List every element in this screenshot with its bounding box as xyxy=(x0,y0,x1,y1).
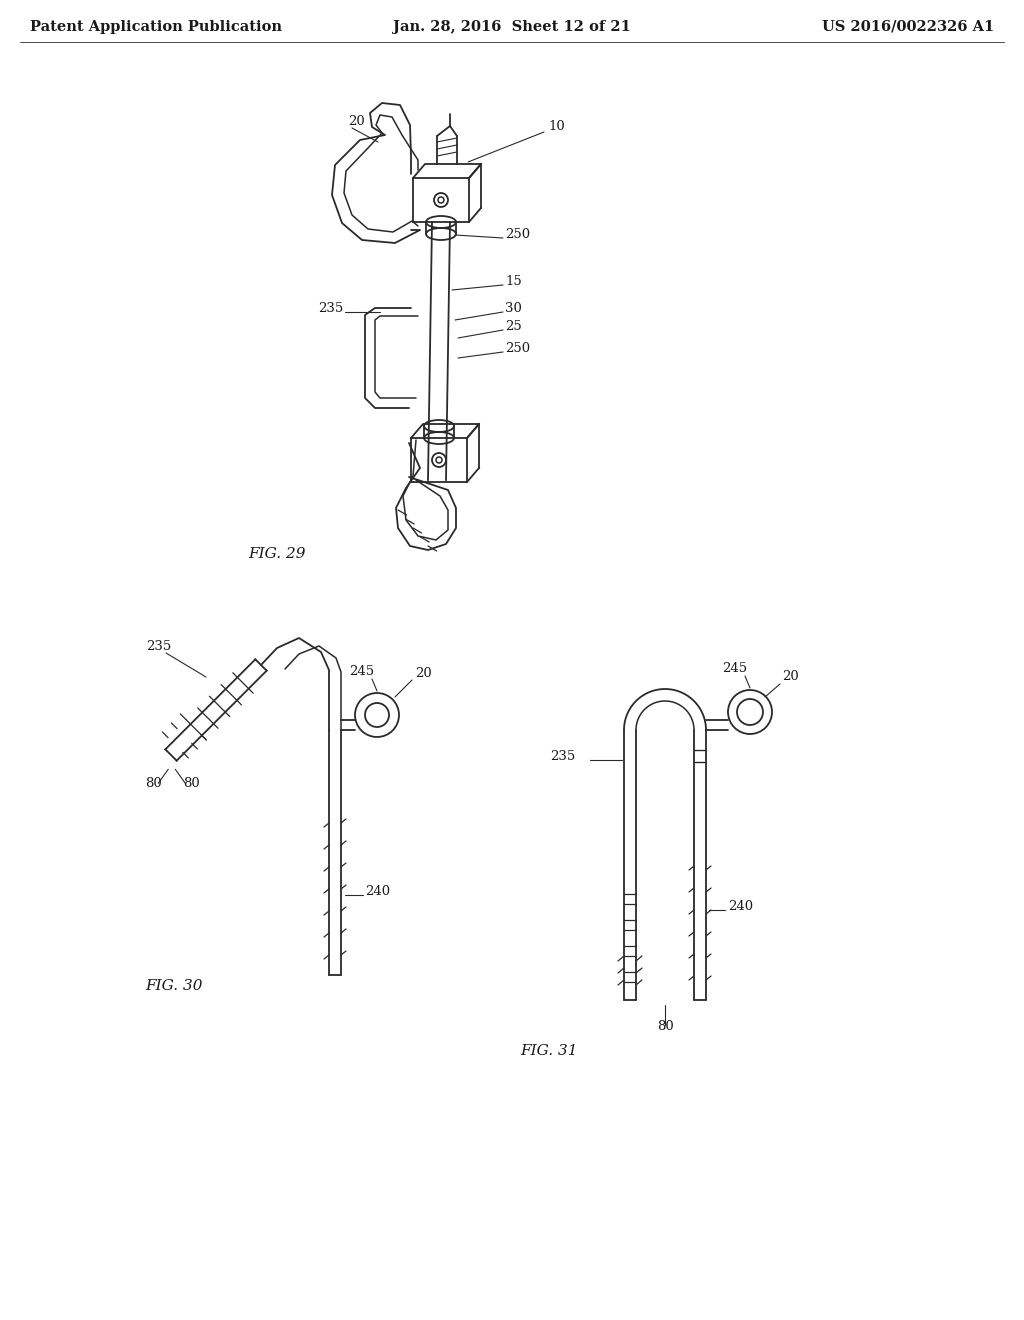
Text: 245: 245 xyxy=(349,665,375,678)
Text: US 2016/0022326 A1: US 2016/0022326 A1 xyxy=(821,20,994,34)
Text: Jan. 28, 2016  Sheet 12 of 21: Jan. 28, 2016 Sheet 12 of 21 xyxy=(393,20,631,34)
Text: 80: 80 xyxy=(656,1020,674,1034)
Text: FIG. 29: FIG. 29 xyxy=(248,546,305,561)
Text: 10: 10 xyxy=(548,120,565,133)
Text: 250: 250 xyxy=(505,228,530,242)
Text: 240: 240 xyxy=(728,900,753,913)
Text: 20: 20 xyxy=(782,671,799,682)
Text: 30: 30 xyxy=(505,302,522,315)
Text: 15: 15 xyxy=(505,275,522,288)
Text: 250: 250 xyxy=(505,342,530,355)
Text: 235: 235 xyxy=(550,750,575,763)
Text: FIG. 31: FIG. 31 xyxy=(520,1044,578,1059)
Text: 20: 20 xyxy=(415,667,432,680)
Text: 235: 235 xyxy=(318,302,343,315)
Text: 25: 25 xyxy=(505,319,522,333)
Text: FIG. 30: FIG. 30 xyxy=(145,979,203,993)
Text: 20: 20 xyxy=(348,115,365,128)
Text: 80: 80 xyxy=(144,777,162,791)
Text: 240: 240 xyxy=(365,884,390,898)
Text: Patent Application Publication: Patent Application Publication xyxy=(30,20,282,34)
Text: 245: 245 xyxy=(723,663,748,675)
Text: 235: 235 xyxy=(146,640,171,653)
Text: 80: 80 xyxy=(183,777,200,791)
